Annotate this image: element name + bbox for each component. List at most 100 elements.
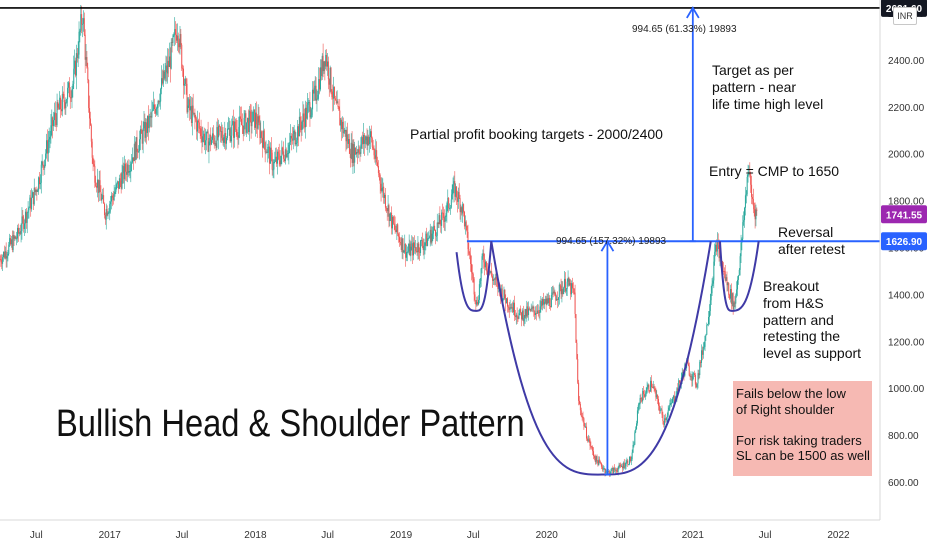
candle-body (594, 458, 596, 463)
candle-body (587, 439, 589, 441)
candle-body (6, 256, 8, 259)
candle-body (642, 390, 644, 402)
candle-body (104, 215, 106, 220)
candle-body (0, 259, 1, 261)
candle-body (466, 226, 468, 232)
candle-body (750, 173, 752, 185)
candle-body (422, 245, 424, 250)
candle-body (395, 229, 397, 233)
candle-body (149, 116, 151, 117)
candle-body (203, 133, 205, 137)
candle-body (242, 125, 244, 134)
candle-body (131, 162, 133, 165)
currency-badge[interactable]: INR (893, 7, 917, 25)
candle-body (659, 410, 661, 411)
candle-body (524, 309, 526, 319)
candle-body (661, 409, 663, 415)
candle-body (78, 31, 80, 55)
candle-body (384, 194, 386, 199)
candle-body (350, 142, 352, 159)
candle-body (321, 55, 323, 77)
candle-body (506, 298, 508, 304)
candle-body (601, 466, 603, 470)
candle-body (14, 236, 16, 239)
candle-body (270, 147, 272, 153)
candle-body (305, 107, 307, 128)
x-tick-label: 2017 (99, 530, 122, 541)
candle-body (586, 438, 588, 441)
candle-body (536, 310, 538, 314)
candle-body (688, 365, 690, 376)
candle-body (390, 212, 392, 214)
candle-body (272, 169, 274, 171)
candle-body (63, 94, 65, 103)
candle-body (48, 139, 50, 143)
candle-body (553, 291, 555, 294)
candle-body (504, 289, 506, 299)
candle-body (639, 398, 641, 405)
candle-body (229, 128, 231, 142)
candle-body (156, 107, 158, 109)
candle-body (440, 224, 442, 226)
candle-body (344, 129, 346, 132)
candle-body (230, 135, 232, 142)
candle-body (26, 212, 28, 223)
candle-body (572, 288, 574, 290)
candle-body (382, 186, 384, 189)
candle-body (438, 215, 440, 225)
candle-body (44, 159, 46, 168)
candle-body (59, 97, 61, 110)
candle-body (441, 212, 443, 226)
candle-body (231, 124, 233, 136)
candle-body (214, 143, 216, 145)
price-tag (881, 205, 927, 224)
candle-body (610, 469, 612, 473)
candle-body (15, 236, 17, 239)
candle-body (277, 151, 279, 154)
candle-body (485, 261, 487, 268)
candle-body (281, 147, 283, 156)
candle-body (355, 152, 357, 155)
candle-body (73, 68, 75, 84)
candle-body (503, 289, 505, 299)
candle-body (310, 115, 312, 118)
pattern-arc-right-shoulder (718, 241, 760, 312)
candle-body (564, 278, 566, 288)
candle-body (129, 171, 131, 172)
candle-body (313, 87, 315, 94)
candle-body (45, 153, 47, 160)
candle-body (622, 462, 624, 469)
candle-body (428, 237, 430, 239)
candle-body (417, 243, 419, 253)
candle-body (586, 426, 588, 439)
candle-body (2, 257, 4, 264)
candle-body (420, 240, 422, 241)
candle-body (379, 175, 381, 184)
candle-body (226, 128, 228, 138)
candle-body (655, 390, 657, 398)
candle-body (651, 387, 653, 389)
candle-body (397, 224, 399, 235)
candle-body (71, 89, 73, 99)
candle-body (352, 144, 354, 163)
candle-body (74, 60, 76, 69)
candle-body (269, 147, 271, 164)
candle-body (232, 121, 234, 125)
candle-body (274, 160, 276, 163)
candle-body (545, 299, 547, 305)
candle-body (260, 131, 262, 138)
candle-body (454, 181, 456, 197)
candle-body (520, 308, 522, 313)
candle-body (394, 224, 396, 230)
candle-body (31, 192, 33, 198)
candle-body (303, 113, 305, 119)
candle-body (667, 410, 669, 416)
candle-body (299, 116, 301, 126)
candle-body (329, 67, 331, 85)
candle-body (407, 251, 409, 253)
candle-body (362, 134, 364, 145)
candle-body (656, 394, 658, 398)
candle-body (514, 315, 516, 318)
candle-body (614, 467, 616, 470)
